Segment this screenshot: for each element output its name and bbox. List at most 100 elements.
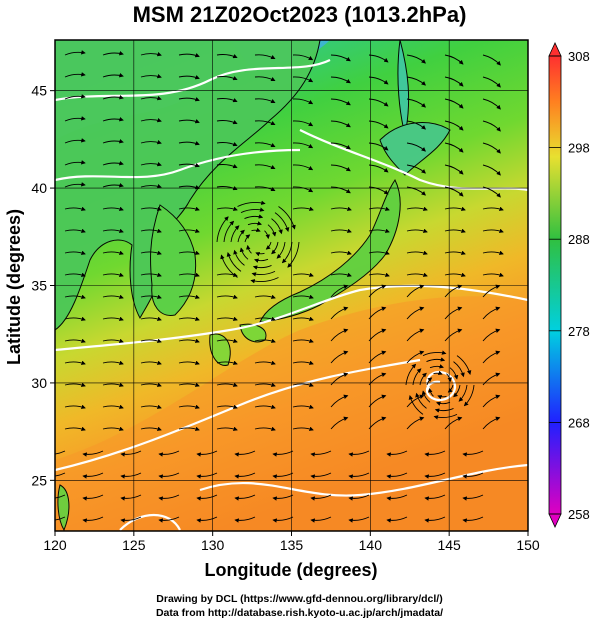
streamline (482, 284, 501, 298)
streamline (64, 94, 86, 100)
streamline (140, 382, 162, 387)
streamline (406, 164, 426, 174)
streamline (292, 338, 314, 343)
streamline (426, 357, 446, 363)
streamline (330, 328, 349, 342)
streamline (330, 142, 351, 150)
streamline (255, 252, 265, 257)
streamline (140, 228, 162, 233)
streamline (453, 384, 461, 398)
streamline (216, 53, 238, 59)
streamline (419, 372, 427, 386)
x-tick-label: 120 (43, 537, 67, 553)
streamline (254, 76, 276, 82)
streamline (406, 228, 428, 233)
streamline (216, 119, 238, 125)
streamline (424, 472, 446, 479)
streamline (120, 494, 142, 501)
streamline (422, 350, 447, 357)
streamline (234, 450, 256, 457)
colorbar-tick-label: 268 (568, 415, 590, 430)
streamline (436, 401, 451, 406)
streamline (178, 97, 200, 102)
streamline (64, 426, 86, 431)
streamline (102, 161, 124, 166)
streamline (426, 377, 433, 386)
streamline (348, 450, 370, 457)
streamline (444, 272, 466, 277)
streamline (82, 494, 104, 501)
streamline (348, 472, 370, 479)
streamline (406, 54, 426, 64)
streamline (482, 98, 501, 110)
streamline (292, 120, 314, 127)
isotherm-contours (55, 59, 528, 531)
streamline (482, 206, 504, 211)
streamline (216, 426, 238, 431)
streamline (102, 73, 124, 78)
streamline (120, 472, 142, 479)
streamline (330, 250, 352, 255)
streamline (237, 229, 245, 243)
streamline (267, 224, 277, 237)
streamline (178, 382, 200, 387)
x-tick-label: 140 (359, 537, 383, 553)
streamline (348, 494, 370, 501)
streamline (251, 270, 276, 277)
streamline (254, 164, 276, 170)
streamline (462, 494, 484, 501)
streamline (64, 338, 86, 343)
streamline (216, 338, 238, 343)
streamline (247, 221, 262, 226)
streamline (456, 355, 472, 375)
streamline (444, 228, 466, 233)
streamline (158, 494, 180, 501)
streamline (102, 117, 124, 122)
streamline (244, 234, 251, 243)
streamline (330, 272, 352, 277)
streamline (330, 120, 351, 128)
streamline (406, 350, 425, 364)
streamline (140, 250, 162, 255)
y-tick-label: 35 (31, 278, 47, 294)
streamline (102, 360, 124, 365)
streamline (310, 516, 332, 523)
streamline (386, 494, 408, 501)
streamline (449, 367, 459, 380)
streamline (406, 272, 428, 277)
streamline (178, 228, 200, 233)
streamline (406, 98, 426, 108)
streamline (412, 368, 422, 386)
streamline (276, 241, 286, 259)
streamline (245, 244, 252, 254)
streamline (64, 72, 86, 78)
streamline (140, 294, 162, 299)
streamline (368, 228, 390, 233)
streamline (406, 250, 428, 255)
streamline (254, 120, 276, 126)
streamline (64, 382, 86, 387)
streamline (368, 272, 390, 277)
streamline (178, 250, 200, 255)
streamline (406, 186, 426, 196)
streamline (444, 328, 463, 342)
streamline (458, 384, 468, 402)
streamline (463, 384, 475, 407)
streamline (82, 516, 104, 523)
streamline (178, 338, 200, 343)
streamline (196, 494, 218, 501)
streamline (330, 206, 352, 211)
streamline (415, 392, 427, 409)
streamline (444, 186, 464, 197)
streamline (140, 117, 162, 123)
streamline (271, 218, 283, 235)
colorbar-tick-label: 308 (568, 49, 590, 64)
streamline (278, 206, 296, 230)
lat-lon-grid (55, 40, 528, 531)
streamline (140, 183, 162, 189)
streamline (254, 54, 276, 60)
streamline (140, 161, 162, 167)
y-axis-ticks: 25 30 35 40 45 (31, 83, 55, 488)
streamline (330, 76, 351, 84)
x-axis-ticks: 120 125 130 135 140 145 150 (43, 531, 540, 553)
